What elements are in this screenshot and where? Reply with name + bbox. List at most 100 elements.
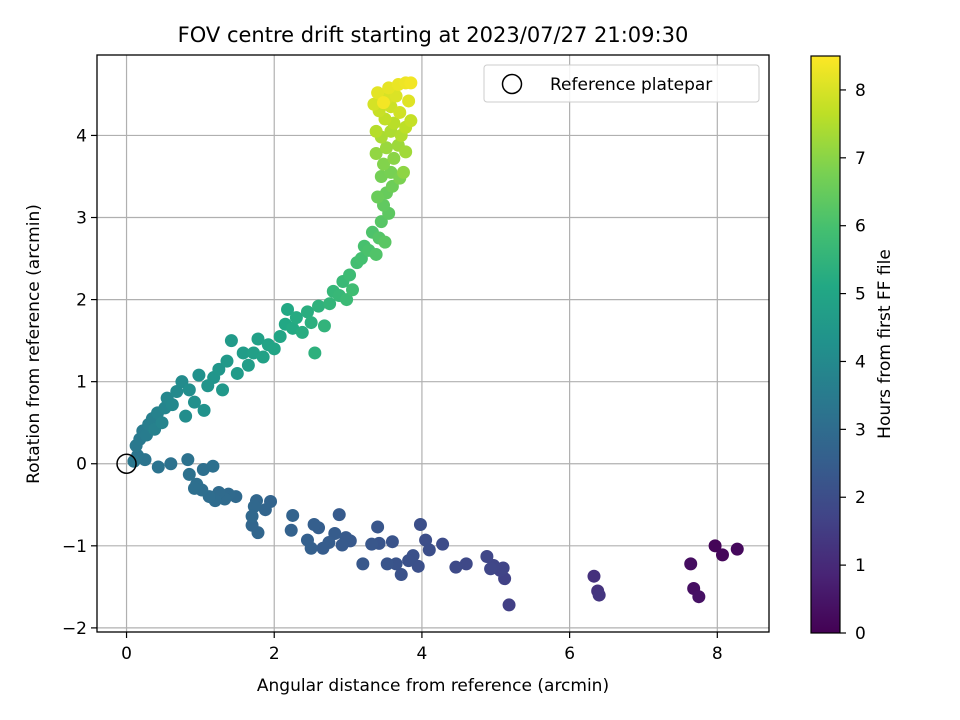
data-point — [164, 457, 178, 471]
data-point — [251, 332, 265, 346]
plot-points — [116, 76, 744, 612]
data-point — [413, 517, 427, 531]
y-tick-label: −1 — [62, 537, 87, 557]
data-point — [165, 398, 179, 412]
x-tick-label: 6 — [564, 644, 575, 664]
data-point — [365, 537, 379, 551]
data-point — [304, 316, 318, 330]
data-point — [267, 342, 281, 356]
data-point — [312, 299, 326, 313]
data-point — [715, 548, 729, 562]
data-point — [236, 346, 250, 360]
data-point — [402, 554, 416, 568]
colorbar-tick-label: 3 — [855, 420, 866, 440]
reference-platepar-marker — [116, 453, 137, 474]
data-point — [422, 543, 436, 557]
data-point — [335, 538, 349, 552]
data-point — [300, 533, 314, 547]
data-point — [127, 454, 141, 468]
data-point — [343, 268, 357, 282]
y-tick-label: 2 — [76, 291, 87, 311]
data-point — [369, 146, 383, 160]
data-point — [371, 520, 385, 534]
data-point — [258, 503, 272, 517]
data-point — [378, 235, 392, 249]
y-axis-ticks: −2 −1 0 1 2 3 4 — [62, 126, 97, 639]
data-point — [377, 96, 391, 110]
data-point — [380, 557, 394, 571]
colorbar — [810, 55, 841, 634]
data-point — [484, 562, 498, 576]
x-axis-ticks: 0 2 4 6 8 — [121, 632, 723, 664]
data-point — [245, 518, 259, 532]
data-point — [317, 319, 331, 333]
data-point — [284, 523, 298, 537]
data-point — [587, 569, 601, 583]
data-point — [230, 366, 244, 380]
data-point — [295, 325, 309, 339]
y-tick-label: 3 — [76, 209, 87, 229]
data-point — [307, 517, 321, 531]
data-point — [181, 453, 195, 467]
x-axis-label: Angular distance from reference (arcmin) — [257, 676, 609, 696]
data-point — [371, 190, 385, 204]
data-point — [385, 535, 399, 549]
data-point — [379, 141, 393, 155]
colorbar-tick-label: 5 — [855, 285, 866, 305]
data-point — [356, 557, 370, 571]
plot-grid — [97, 55, 769, 632]
x-tick-label: 8 — [712, 644, 723, 664]
legend-box — [483, 64, 760, 103]
data-point — [346, 283, 360, 297]
colorbar-tick-label: 0 — [855, 624, 866, 644]
x-tick-label: 2 — [269, 644, 280, 664]
y-tick-label: 0 — [76, 455, 87, 475]
colorbar-tick-label: 8 — [855, 81, 866, 101]
data-point — [399, 145, 413, 159]
data-point — [197, 403, 211, 417]
data-point — [187, 395, 201, 409]
data-point — [502, 598, 516, 612]
data-point — [192, 368, 206, 382]
data-point — [730, 542, 744, 556]
chart-title: FOV centre drift starting at 2023/07/27 … — [178, 23, 689, 47]
data-point — [155, 416, 169, 430]
data-point — [480, 549, 494, 563]
data-point — [308, 346, 322, 360]
data-point — [323, 297, 337, 311]
data-point — [179, 409, 193, 423]
legend-reference-marker — [501, 73, 523, 95]
x-tick-label: 0 — [121, 644, 132, 664]
colorbar-tick-label: 2 — [855, 488, 866, 508]
data-point — [212, 362, 226, 376]
data-point — [340, 293, 354, 307]
data-point — [371, 86, 385, 100]
data-point — [286, 508, 300, 522]
data-point — [394, 568, 408, 582]
data-point — [436, 537, 450, 551]
data-point — [402, 94, 416, 108]
data-point — [404, 76, 418, 90]
data-point — [316, 541, 330, 555]
data-point — [369, 124, 383, 138]
data-point — [692, 590, 706, 604]
y-tick-label: 1 — [76, 373, 87, 393]
data-point — [220, 354, 234, 368]
data-point — [247, 499, 261, 513]
data-point — [393, 105, 407, 119]
data-point — [708, 539, 722, 553]
data-point — [170, 385, 184, 399]
data-point — [245, 509, 259, 523]
data-point — [281, 302, 295, 316]
data-point — [241, 358, 255, 372]
data-point — [151, 460, 165, 474]
data-point — [369, 247, 383, 261]
data-point — [396, 165, 410, 179]
y-tick-label: −2 — [62, 619, 87, 639]
data-point — [300, 305, 314, 319]
colorbar-tick-label: 1 — [855, 556, 866, 576]
data-point — [273, 330, 287, 344]
data-point — [411, 559, 425, 573]
colorbar-ticks: 0 1 2 3 4 5 6 7 8 — [840, 81, 866, 644]
